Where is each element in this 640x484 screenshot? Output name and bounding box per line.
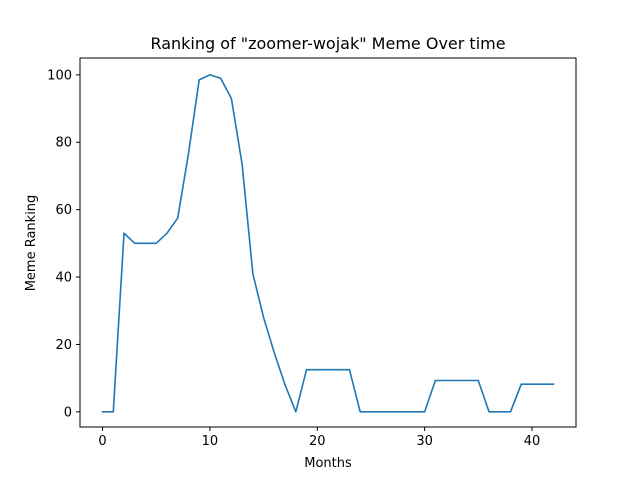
data-point [231,98,233,100]
data-point [327,369,329,371]
data-point [531,383,533,385]
data-point [435,380,437,382]
series-line [101,74,555,413]
data-point [198,79,200,81]
data-point [263,317,265,319]
axes-frame [79,57,577,428]
data-point [553,383,555,385]
data-point [510,411,512,413]
x-tick-label: 10 [202,434,219,449]
data-point [381,411,383,413]
data-point [413,411,415,413]
data-point [359,411,361,413]
y-tick-label: 20 [55,338,72,353]
data-point [145,243,147,245]
series-layer [101,74,555,413]
x-tick-label: 30 [416,434,433,449]
data-point [316,369,318,371]
data-point [220,77,222,79]
data-point [467,380,469,382]
data-point [456,380,458,382]
data-point [123,232,125,234]
chart-title: Ranking of "zoomer-wojak" Meme Over time [150,34,505,53]
data-point [424,411,426,413]
x-tick-label: 0 [98,434,106,449]
x-axis-label: Months [304,456,352,471]
y-tick-label: 80 [55,136,72,151]
data-point [338,369,340,371]
y-axis: 0 20 40 60 80 100 [47,68,80,420]
data-point [134,243,136,245]
y-tick-label: 40 [55,271,72,286]
data-point [542,383,544,385]
y-tick-label: 100 [47,68,72,83]
y-axis-label: Meme Ranking [24,195,39,292]
data-point [499,411,501,413]
data-point [166,232,168,234]
data-point [112,411,114,413]
data-point [445,380,447,382]
data-point [155,243,157,245]
data-point [177,217,179,219]
data-point [284,384,286,386]
y-tick-label: 0 [64,405,72,420]
data-point [488,411,490,413]
data-point [252,273,254,275]
x-tick-label: 40 [524,434,541,449]
y-tick-label: 60 [55,203,72,218]
data-point [306,369,308,371]
data-point [478,380,480,382]
data-point [295,411,297,413]
data-point [349,369,351,371]
data-point [241,163,243,165]
data-point [102,411,104,413]
data-point [209,74,211,76]
x-axis: 0 10 20 30 40 [98,427,540,449]
data-point [392,411,394,413]
data-point [188,153,190,155]
data-point [402,411,404,413]
data-point [520,383,522,385]
data-point [370,411,372,413]
data-point [274,352,276,354]
x-tick-label: 20 [309,434,326,449]
